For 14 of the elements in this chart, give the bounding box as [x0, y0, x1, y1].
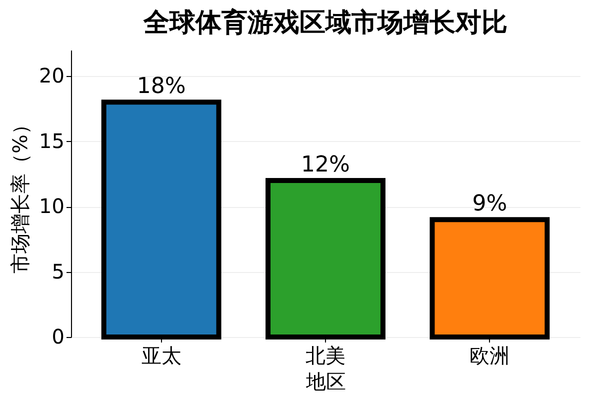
- y-tick-label: 15: [39, 128, 64, 153]
- y-tick-label: 0: [52, 324, 64, 348]
- y-tick-label: 5: [52, 259, 64, 284]
- y-axis-title: 市场增长率（%）: [8, 114, 32, 274]
- data-label: 9%: [472, 192, 508, 217]
- chart-title: 全球体育游戏区域市场增长对比: [142, 7, 508, 38]
- y-tick-label: 10: [39, 194, 64, 218]
- x-tick-label: 欧洲: [470, 344, 510, 368]
- data-label: 18%: [136, 74, 186, 100]
- data-label: 12%: [301, 152, 350, 178]
- x-axis-title: 地区: [305, 370, 346, 394]
- x-tick-label: 北美: [306, 344, 346, 368]
- y-tick-label: 20: [39, 64, 64, 88]
- x-tick-label: 亚太: [141, 344, 182, 368]
